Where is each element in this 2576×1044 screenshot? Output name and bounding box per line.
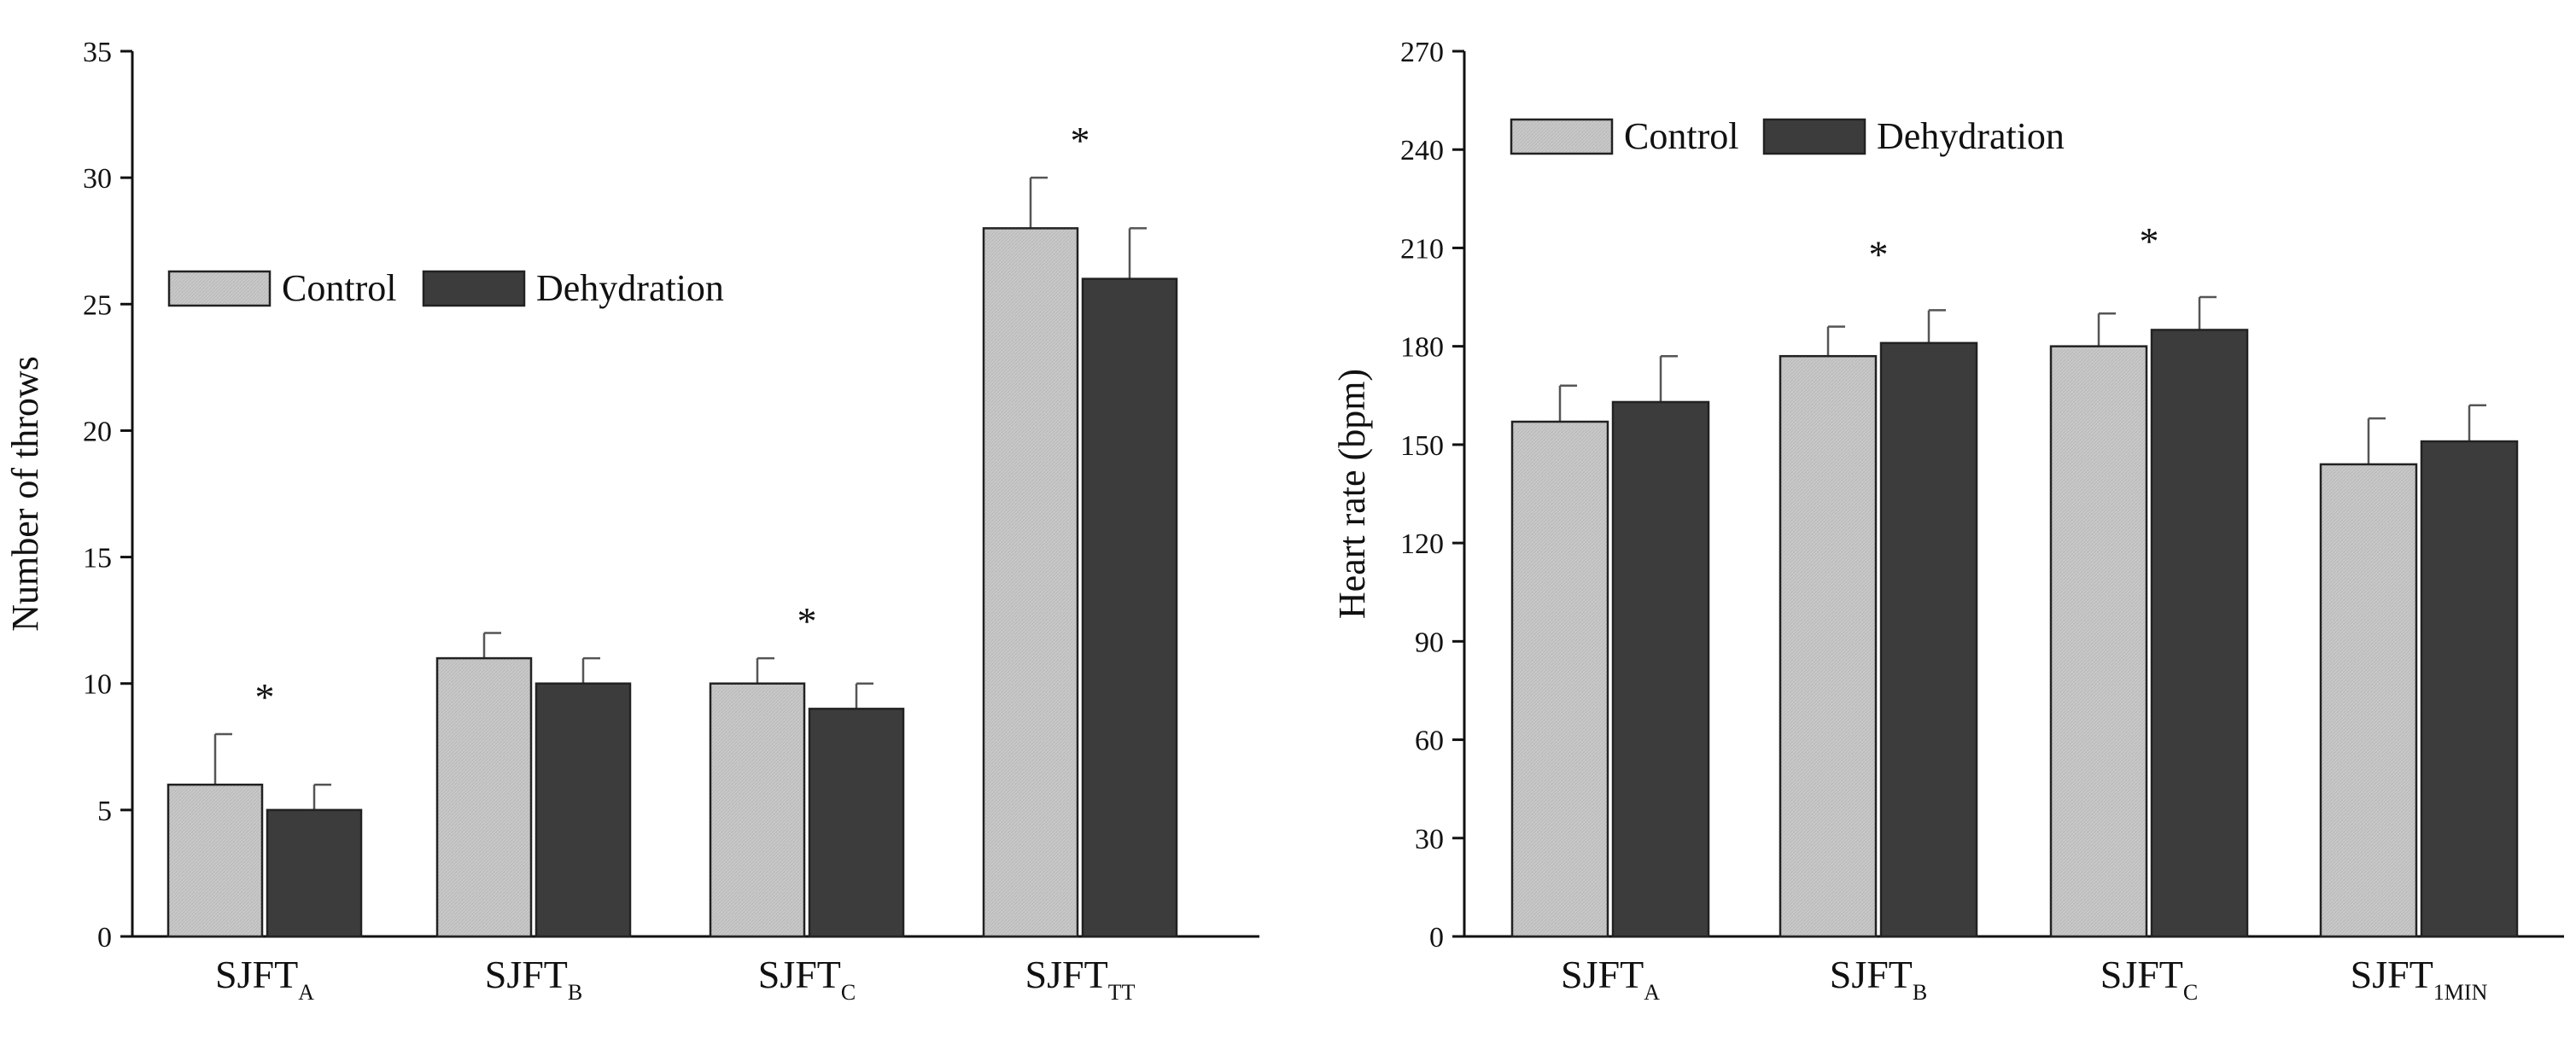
category-label: SJFTA	[215, 953, 314, 1005]
bar-group: SJFTA	[1510, 354, 1710, 1005]
chart-2: 0 30 60 90 120 150 180 210 240 270 Heart rate (bpm…	[1331, 37, 2564, 1005]
bar-group: * SJFTB	[1779, 232, 1978, 1005]
legend-swatch-dehydration	[422, 270, 526, 307]
legend-swatch-control	[1510, 118, 1614, 155]
category-label-subscript: C	[2183, 980, 2198, 1005]
legend-label-control: Control	[282, 267, 396, 309]
bar-control	[709, 682, 806, 938]
bar-dehydration	[2150, 329, 2249, 938]
category-label: SJFTB	[1830, 953, 1928, 1005]
y-axis-title: Number of throws	[4, 356, 46, 632]
y-tick-label: 120	[1400, 528, 1444, 560]
y-tick-label: 0	[1429, 922, 1444, 954]
legend-swatch-control	[167, 270, 272, 307]
category-label: SJFTA	[1561, 953, 1660, 1005]
category-label-base: SJFT	[1561, 953, 1644, 996]
significance-star: *	[1869, 232, 1889, 276]
y-tick-label: 35	[83, 37, 112, 68]
category-label-subscript: TT	[1108, 980, 1136, 1005]
category-label: SJFT1MIN	[2351, 953, 2488, 1005]
y-tick-label: 180	[1400, 332, 1444, 364]
y-tick-label: 240	[1400, 135, 1444, 166]
legend-label-dehydration: Dehydration	[536, 267, 724, 309]
y-tick-label: 90	[1415, 627, 1444, 658]
category-label-base: SJFT	[2351, 953, 2433, 996]
bar-dehydration	[266, 808, 363, 938]
category-label: SJFTB	[485, 953, 583, 1005]
bar-control	[982, 227, 1079, 938]
y-tick-label: 150	[1400, 430, 1444, 462]
y-tick-label: 30	[1415, 824, 1444, 855]
y-axis-title: Heart rate (bpm)	[1331, 369, 1373, 619]
category-label: SJFTTT	[1025, 953, 1136, 1005]
legend-swatch-dehydration	[1762, 118, 1866, 155]
bar-dehydration	[808, 708, 905, 938]
y-tick-label: 5	[97, 796, 112, 827]
category-label-subscript: A	[1644, 980, 1660, 1005]
y-tick-label: 270	[1400, 37, 1444, 68]
legend-label-control: Control	[1624, 115, 1738, 157]
category-label-base: SJFT	[1830, 953, 1913, 996]
category-label-subscript: C	[841, 980, 856, 1005]
bar-dehydration	[2420, 440, 2519, 938]
bar-control	[1510, 420, 1609, 938]
y-tick-label: 15	[83, 543, 112, 574]
bar-control	[2319, 463, 2418, 938]
bar-control	[166, 783, 264, 938]
category-label-subscript: 1MIN	[2433, 980, 2488, 1005]
y-tick-label: 0	[97, 922, 112, 954]
category-label-subscript: B	[1913, 980, 1927, 1005]
category-label-base: SJFT	[758, 953, 841, 996]
bar-group: * SJFTA	[166, 675, 363, 1005]
bar-dehydration	[534, 682, 632, 938]
bar-dehydration	[1611, 400, 1710, 938]
significance-star: *	[797, 599, 817, 643]
legend: Control Dehydration	[167, 267, 724, 309]
category-label: SJFTC	[758, 953, 856, 1005]
bar-control	[2049, 345, 2148, 938]
category-label-base: SJFT	[485, 953, 568, 996]
category-label-base: SJFT	[1025, 953, 1108, 996]
significance-star: *	[2140, 219, 2159, 263]
category-label-base: SJFT	[215, 953, 298, 996]
bar-control	[1779, 354, 1878, 938]
significance-star: *	[1071, 119, 1090, 162]
category-label: SJFTC	[2100, 953, 2199, 1005]
legend-label-dehydration: Dehydration	[1877, 115, 2065, 157]
bar-group: SJFT1MIN	[2319, 404, 2519, 1005]
y-tick-label: 60	[1415, 726, 1444, 757]
category-label-subscript: B	[568, 980, 582, 1005]
bar-group: * SJFTTT	[982, 119, 1178, 1005]
bar-group: * SJFTC	[2049, 219, 2249, 1005]
y-tick-label: 25	[83, 289, 112, 321]
y-tick-label: 20	[83, 416, 112, 447]
significance-star: *	[255, 675, 275, 719]
bar-dehydration	[1879, 341, 1978, 938]
bar-dehydration	[1081, 277, 1178, 938]
bar-control	[435, 656, 533, 938]
y-tick-label: 30	[83, 163, 112, 195]
category-label-subscript: A	[298, 980, 314, 1005]
y-tick-label: 210	[1400, 233, 1444, 265]
y-tick-label: 10	[83, 669, 112, 701]
legend: Control Dehydration	[1510, 115, 2065, 157]
bar-group: * SJFTC	[709, 599, 905, 1005]
bar-group: SJFTB	[435, 632, 632, 1005]
category-label-base: SJFT	[2100, 953, 2183, 996]
